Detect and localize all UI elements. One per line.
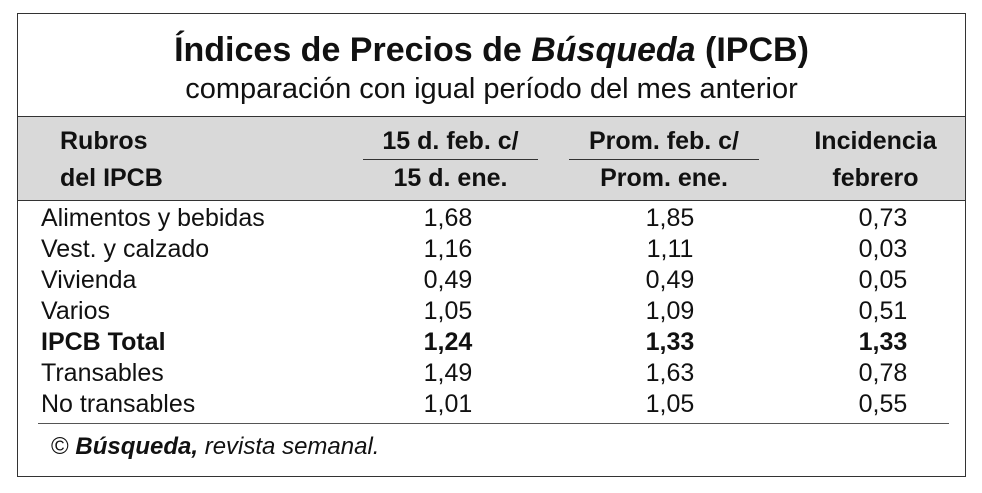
- header-col2-divider: [569, 159, 759, 160]
- table-row: Varios 1,05 1,09 0,51: [18, 296, 965, 327]
- row-label: Alimentos y bebidas: [41, 204, 265, 232]
- footer-credit: © Búsqueda, revista semanal.: [51, 432, 379, 462]
- row-value-15d: 0,49: [423, 266, 473, 294]
- title-emphasis: Búsqueda: [531, 31, 696, 69]
- row-label: Vest. y calzado: [41, 235, 210, 263]
- row-value-prom: 0,49: [645, 266, 695, 294]
- row-value-incidencia: 0,03: [858, 235, 908, 263]
- row-value-15d: 1,01: [423, 390, 473, 418]
- row-value-prom: 1,11: [646, 235, 694, 263]
- header-col2-line2: Prom. ene.: [600, 164, 728, 192]
- header-col1-line2: 15 d. ene.: [393, 164, 508, 192]
- row-value-prom: 1,09: [645, 297, 695, 325]
- row-value-incidencia: 0,05: [858, 266, 908, 294]
- header-col1-line1: 15 d. feb. c/: [382, 127, 519, 155]
- table-title: Índices de Precios de Búsqueda (IPCB): [18, 30, 965, 70]
- row-value-incidencia: 0,78: [858, 359, 908, 387]
- row-value-15d: 1,49: [423, 359, 473, 387]
- copyright-symbol: ©: [51, 433, 76, 460]
- row-value-15d: 1,16: [423, 235, 473, 263]
- title-block: Índices de Precios de Búsqueda (IPCB) co…: [18, 14, 965, 117]
- footer-divider: [38, 423, 949, 424]
- header-col2-line1: Prom. feb. c/: [588, 127, 740, 155]
- header-col3-line1: Incidencia: [814, 127, 937, 155]
- table-row: No transables 1,01 1,05 0,55: [18, 389, 965, 420]
- row-label: Transables: [41, 359, 164, 387]
- row-value-prom: 1,05: [645, 390, 695, 418]
- row-value-prom: 1,85: [645, 204, 695, 232]
- footer-brand: Búsqueda,: [75, 433, 199, 460]
- footer-rest: revista semanal.: [198, 433, 380, 460]
- header-col3-line2: febrero: [832, 164, 919, 192]
- row-label: No transables: [41, 390, 196, 418]
- row-label: Vivienda: [41, 266, 137, 294]
- row-value-incidencia: 0,55: [858, 390, 908, 418]
- table-frame: Índices de Precios de Búsqueda (IPCB) co…: [17, 13, 966, 477]
- header-col0-line2: del IPCB: [60, 164, 163, 192]
- row-value-15d: 1,68: [423, 204, 473, 232]
- table-subtitle: comparación con igual período del mes an…: [185, 73, 798, 105]
- row-value-15d: 1,24: [423, 328, 473, 356]
- row-value-incidencia: 0,51: [858, 297, 908, 325]
- table-row: Transables 1,49 1,63 0,78: [18, 358, 965, 389]
- row-value-incidencia: 0,73: [858, 204, 908, 232]
- row-label: IPCB Total: [41, 328, 166, 356]
- row-label: Varios: [41, 297, 111, 325]
- table-row: Vest. y calzado 1,16 1,11 0,03: [18, 234, 965, 265]
- title-prefix: Índices de Precios de: [174, 31, 532, 69]
- table-row: Alimentos y bebidas 1,68 1,85 0,73: [18, 203, 965, 234]
- row-value-prom: 1,33: [645, 328, 695, 356]
- header-col1-divider: [363, 159, 538, 160]
- table-row-total: IPCB Total 1,24 1,33 1,33: [18, 327, 965, 358]
- row-value-prom: 1,63: [645, 359, 695, 387]
- row-value-15d: 1,05: [423, 297, 473, 325]
- table-row: Vivienda 0,49 0,49 0,05: [18, 265, 965, 296]
- row-value-incidencia: 1,33: [858, 328, 908, 356]
- header-col0-line1: Rubros: [60, 127, 148, 155]
- title-suffix: (IPCB): [695, 31, 809, 69]
- header-band: Rubros del IPCB 15 d. feb. c/ 15 d. ene.…: [18, 117, 965, 201]
